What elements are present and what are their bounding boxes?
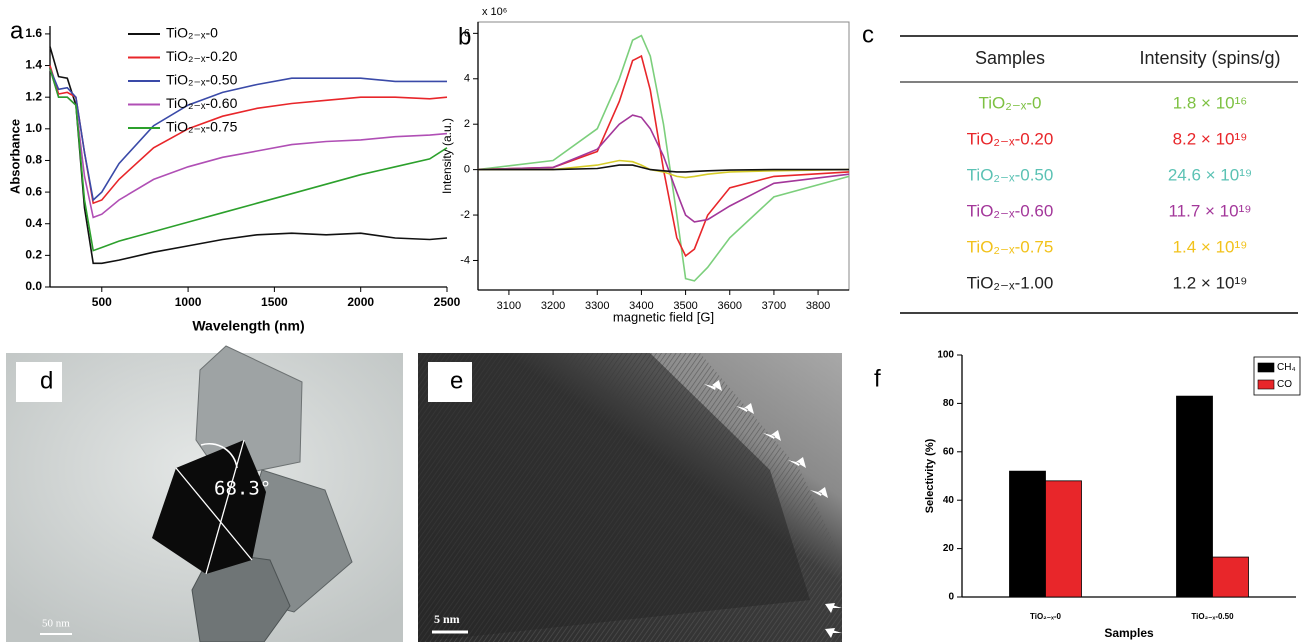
y-tick-label: 0: [948, 592, 954, 603]
table-cell: 1.4 × 10¹⁹: [1173, 237, 1248, 256]
series-line: [477, 54, 850, 258]
x-tick-label: 500: [92, 295, 112, 309]
x-tick-label: 3800: [806, 300, 830, 312]
table-cell: TiO₂₋ₓ-1.00: [967, 273, 1054, 292]
x-axis-label: Samples: [1104, 626, 1154, 640]
x-tick-label: 1000: [175, 295, 202, 309]
x-tick-label: 3700: [762, 300, 786, 312]
table-cell: TiO₂₋ₓ-0: [978, 93, 1041, 112]
x-tick-label: 3300: [585, 300, 609, 312]
table-header: Samples: [975, 48, 1045, 68]
y-tick-label: 60: [943, 446, 955, 457]
y-tick-label: -4: [460, 254, 470, 266]
y-tick-label: 0: [464, 164, 470, 176]
series-line: [478, 164, 849, 173]
y-tick-label: 0.4: [25, 216, 42, 230]
table-cell: 11.7 × 10¹⁹: [1168, 201, 1251, 220]
x-tick-label: 1500: [261, 295, 288, 309]
legend-label: TiO₂₋ₓ-0.20: [166, 48, 238, 64]
y-tick-label: 0.2: [25, 248, 42, 262]
panel-label: f: [874, 365, 881, 392]
y-multiplier: x 10⁶: [482, 6, 507, 18]
table-cell: TiO₂₋ₓ-0.60: [967, 201, 1054, 220]
legend-label: TiO₂₋ₓ-0.60: [166, 95, 238, 111]
legend-label: TiO₂₋ₓ-0.75: [166, 119, 238, 135]
tem-image-d: [6, 345, 403, 642]
y-tick-label: 0.6: [25, 184, 42, 198]
y-tick-label: 100: [937, 350, 954, 361]
scale-bar-label: 50 nm: [42, 618, 70, 630]
x-axis-label: magnetic field [G]: [613, 309, 714, 324]
series-line: [478, 159, 850, 179]
y-tick-label: 1.4: [25, 58, 42, 72]
tem-image-e: [418, 353, 842, 642]
legend-swatch: [1257, 362, 1275, 373]
y-tick-label: -2: [460, 209, 470, 221]
table-cell: TiO₂₋ₓ-0.75: [967, 237, 1054, 256]
x-tick-label: TiO₂₋ₓ-0.50: [1191, 612, 1234, 621]
panel-label: e: [450, 367, 463, 394]
y-tick-label: 80: [943, 398, 955, 409]
bar: [1009, 470, 1046, 598]
table-cell: TiO₂₋ₓ-0.50: [967, 165, 1054, 184]
bar: [1176, 395, 1213, 598]
legend-swatch: [1257, 379, 1275, 390]
legend-label: CO: [1277, 379, 1292, 390]
table-cell: 1.2 × 10¹⁹: [1173, 273, 1248, 292]
y-axis-label: Intensity (a.u.): [440, 118, 454, 194]
y-tick-label: 20: [943, 543, 955, 554]
legend-label: TiO₂₋ₓ-0.50: [166, 72, 238, 88]
y-tick-label: 0.0: [25, 279, 42, 293]
x-tick-label: 2500: [434, 295, 461, 309]
legend-label: TiO₂₋ₓ-0: [166, 25, 218, 41]
x-tick-label: 3600: [718, 300, 742, 312]
table-cell: 8.2 × 10¹⁹: [1173, 129, 1248, 148]
panel-label: d: [40, 367, 53, 394]
y-tick-label: 0.8: [25, 153, 42, 167]
panel-label: b: [458, 23, 471, 50]
series-line: [477, 34, 850, 282]
x-tick-label: 3200: [541, 300, 565, 312]
y-axis-label: Absorbance: [7, 119, 22, 194]
panel-label: c: [862, 21, 874, 48]
x-tick-label: 2000: [347, 295, 374, 309]
angle-label: 68.3°: [214, 478, 271, 500]
series-line: [49, 68, 448, 252]
y-tick-label: 6: [464, 27, 470, 39]
y-axis-label: Selectivity (%): [924, 438, 936, 513]
y-tick-label: 2: [464, 118, 470, 130]
scale-bar-label: 5 nm: [434, 612, 460, 626]
series-line: [477, 114, 850, 223]
x-tick-label: 3500: [673, 300, 697, 312]
table-cell: TiO₂₋ₓ-0.20: [967, 129, 1054, 148]
y-tick-label: 1.6: [25, 26, 42, 40]
y-tick-label: 1.2: [25, 89, 42, 103]
table-cell: 1.8 × 10¹⁶: [1173, 93, 1248, 112]
bar: [1045, 480, 1082, 598]
x-tick-label: 3400: [629, 300, 653, 312]
bar: [1212, 556, 1249, 598]
table-header: Intensity (spins/g): [1139, 48, 1280, 68]
x-tick-label: TiO₂₋ₓ-0: [1030, 612, 1062, 621]
series-line: [49, 46, 448, 265]
y-tick-label: 4: [464, 73, 470, 85]
series-line: [49, 68, 448, 219]
x-axis-label: Wavelength (nm): [192, 318, 304, 334]
x-tick-label: 3100: [497, 300, 521, 312]
legend-label: CH₄: [1277, 362, 1296, 373]
y-tick-label: 40: [943, 495, 955, 506]
panel-label: a: [10, 17, 24, 44]
y-tick-label: 1.0: [25, 121, 42, 135]
series-line: [49, 68, 447, 202]
table-cell: 24.6 × 10¹⁹: [1168, 165, 1252, 184]
